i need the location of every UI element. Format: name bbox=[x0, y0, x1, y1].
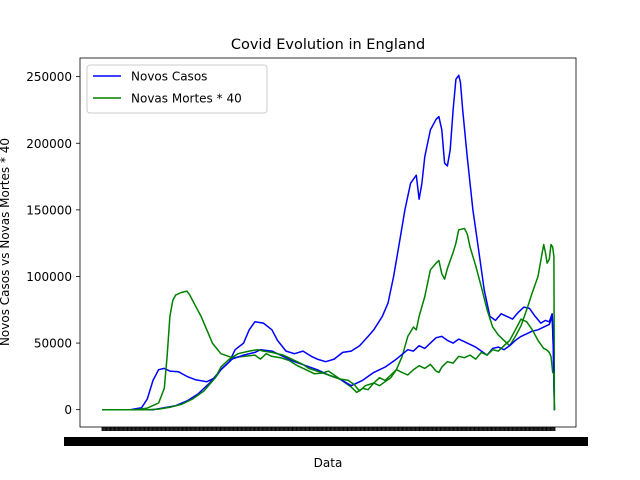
legend-label-novos-casos: Novos Casos bbox=[131, 70, 207, 84]
legend-box bbox=[86, 64, 268, 114]
x-axis-label: Data bbox=[314, 456, 343, 470]
legend: Novos Casos Novas Mortes * 40 bbox=[86, 64, 268, 114]
y-tick-label: 250000 bbox=[26, 70, 72, 84]
chart-title: Covid Evolution in England bbox=[231, 37, 425, 53]
y-tick-label: 200000 bbox=[26, 137, 72, 151]
series-line-2 bbox=[102, 315, 556, 411]
legend-label-novas-mortes: Novas Mortes * 40 bbox=[131, 92, 242, 106]
plot-background bbox=[80, 58, 576, 427]
y-tick-label: 100000 bbox=[26, 270, 72, 284]
y-axis-ticks: 0 50000 100000 150000 200000 250000 bbox=[26, 70, 80, 417]
series-layer bbox=[102, 74, 556, 411]
x-axis-ticks bbox=[64, 427, 588, 446]
y-tick-label: 150000 bbox=[26, 203, 72, 217]
y-axis-label: Novos Casos vs Novas Mortes * 40 bbox=[0, 138, 12, 346]
y-tick-label: 0 bbox=[64, 403, 72, 417]
x-tick-labels-overlap bbox=[64, 437, 588, 446]
series-line-3 bbox=[102, 318, 556, 411]
y-tick-label: 50000 bbox=[34, 337, 72, 351]
